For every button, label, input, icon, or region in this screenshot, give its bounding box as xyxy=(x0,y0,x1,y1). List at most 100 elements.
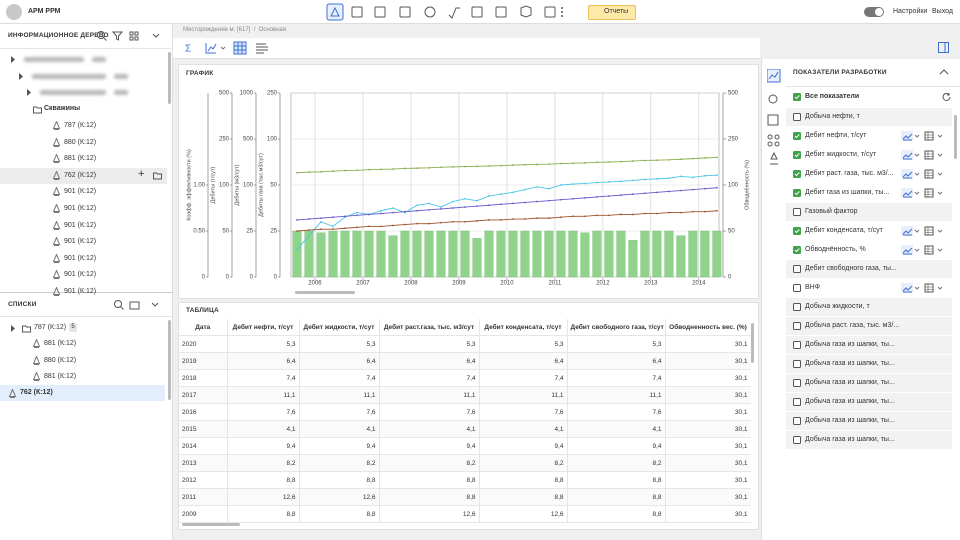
column-header[interactable]: Дебит свободного газа, т/сут xyxy=(567,319,666,336)
indicator-label[interactable]: Добыча газа из шапки, ты... xyxy=(805,436,895,443)
column-header[interactable]: Дебит жидкости, т/сут xyxy=(299,319,380,336)
indicator-controls[interactable] xyxy=(901,188,947,198)
indicator-row[interactable] xyxy=(786,298,952,316)
checkbox[interactable] xyxy=(793,360,801,368)
breadcrumb-item[interactable]: Основная xyxy=(258,27,287,33)
indicator-row[interactable] xyxy=(786,374,952,392)
checkbox[interactable] xyxy=(793,113,801,121)
tree-folder[interactable]: Скважины xyxy=(44,105,81,112)
indicator-label[interactable]: Добыча жидкости, т xyxy=(805,303,870,310)
indicator-controls[interactable] xyxy=(901,245,947,255)
tree-well[interactable]: 901 (К:12) xyxy=(64,254,97,262)
tree-well[interactable]: 901 (К:12) xyxy=(64,288,97,295)
tree-row-selected[interactable] xyxy=(0,167,167,184)
checkbox[interactable] xyxy=(793,322,801,330)
scrollbar[interactable] xyxy=(954,115,957,159)
indicator-row[interactable] xyxy=(786,317,952,335)
checkbox[interactable] xyxy=(793,436,801,444)
column-header[interactable]: Дата xyxy=(179,319,228,336)
indicator-controls[interactable] xyxy=(901,283,947,293)
indicator-controls[interactable] xyxy=(901,150,947,160)
indicator-label[interactable]: Добыча газа из шапки, ты... xyxy=(805,360,895,367)
lists-actions[interactable] xyxy=(112,299,167,311)
collapse[interactable] xyxy=(939,68,949,76)
tree-well[interactable]: 787 (К:12) xyxy=(64,122,97,129)
tree-well[interactable]: 901 (К:12) xyxy=(64,271,97,279)
indicator-controls[interactable] xyxy=(901,131,947,141)
indicator-label[interactable]: Дебит свободного газа, ты... xyxy=(805,265,897,272)
indicator-label[interactable]: Добыча газа из шапки, ты... xyxy=(805,341,895,348)
list-item[interactable]: 881 (К:12) xyxy=(44,340,77,347)
tree-actions[interactable] xyxy=(95,30,165,42)
add-button[interactable]: + xyxy=(138,167,145,180)
scrollbar[interactable] xyxy=(182,523,240,526)
checkbox[interactable] xyxy=(793,151,801,159)
checkbox[interactable] xyxy=(793,227,801,235)
list-row-selected[interactable] xyxy=(0,385,165,401)
indicator-row[interactable] xyxy=(786,336,952,354)
indicator-label[interactable]: Дебит нефти, т/сут xyxy=(805,132,867,139)
indicator-label[interactable]: Добыча раст. газа, тыс. м3/... xyxy=(805,322,900,329)
list-item[interactable]: 880 (К:12) xyxy=(44,356,77,364)
checkbox[interactable] xyxy=(793,341,801,349)
breadcrumb-item[interactable]: Месторождение м. [617] xyxy=(183,27,251,33)
logout-link[interactable]: Выход xyxy=(932,8,953,15)
indicator-label[interactable]: Обводнённость, % xyxy=(805,246,866,253)
indicator-row[interactable] xyxy=(786,431,952,449)
indicator-row[interactable] xyxy=(786,355,952,373)
tree-well[interactable]: 901 (К:12) xyxy=(64,205,97,212)
indicator-label[interactable]: Дебит конденсата, т/сут xyxy=(805,227,883,234)
toggle[interactable] xyxy=(864,7,884,17)
indicator-row[interactable] xyxy=(786,412,952,430)
column-header[interactable]: Дебит нефти, т/сут xyxy=(227,319,300,336)
checkbox[interactable] xyxy=(793,417,801,425)
list-selected[interactable]: 762 (К:12) xyxy=(20,389,53,396)
list-group[interactable]: 787 (К:12) xyxy=(34,324,67,331)
column-header[interactable]: Обводненность вес. (%) xyxy=(665,319,751,336)
panel-toggle[interactable] xyxy=(938,42,950,54)
checkbox[interactable] xyxy=(793,284,801,292)
scrollbar[interactable] xyxy=(168,52,171,104)
indicator-controls[interactable] xyxy=(901,169,947,179)
checkbox[interactable] xyxy=(793,379,801,387)
settings-link[interactable]: Настройки xyxy=(893,8,928,15)
indicator-label[interactable]: Газовый фактор xyxy=(805,208,858,215)
indicator-controls[interactable] xyxy=(901,226,947,236)
checkbox[interactable] xyxy=(793,208,801,216)
checkbox[interactable] xyxy=(793,132,801,140)
column-header[interactable]: Дебит конденсата, т/сут xyxy=(479,319,568,336)
strip-icons[interactable] xyxy=(767,69,781,179)
view-icons[interactable]: Σ xyxy=(181,41,281,55)
checkbox[interactable] xyxy=(793,93,801,101)
indicator-row[interactable] xyxy=(786,393,952,411)
indicator-label[interactable]: Дебит газа из шапки, ты... xyxy=(805,189,890,196)
all-indicators[interactable]: Все показатели xyxy=(805,93,860,100)
checkbox[interactable] xyxy=(793,170,801,178)
tree-well[interactable]: 901 (К:12) xyxy=(64,221,97,229)
checkbox[interactable] xyxy=(793,303,801,311)
indicator-row[interactable] xyxy=(786,203,952,221)
indicator-label[interactable]: ВНФ xyxy=(805,284,821,291)
tree-well[interactable]: 762 (К:12) xyxy=(64,171,97,179)
tree-well[interactable]: 881 (К:12) xyxy=(64,155,97,163)
refresh[interactable] xyxy=(942,92,952,102)
column-header[interactable]: Дебит раст.газа, тыс. м3/сут xyxy=(379,319,480,336)
tree-well[interactable]: 880 (К:12) xyxy=(64,138,97,146)
checkbox[interactable] xyxy=(793,246,801,254)
tree-well[interactable]: 901 (К:12) xyxy=(64,188,97,196)
indicator-row[interactable] xyxy=(786,260,952,278)
indicator-label[interactable]: Добыча газа из шапки, ты... xyxy=(805,379,895,386)
scrollbar[interactable] xyxy=(168,320,171,400)
indicator-row[interactable] xyxy=(786,108,952,126)
toolbar-icons[interactable] xyxy=(322,3,572,21)
indicator-label[interactable]: Добыча нефти, т xyxy=(805,113,860,120)
indicator-label[interactable]: Добыча газа из шапки, ты... xyxy=(805,398,895,405)
checkbox[interactable] xyxy=(793,265,801,273)
tree-well[interactable]: 901 (К:12) xyxy=(64,238,97,246)
indicator-label[interactable]: Дебит раст. газа, тыс. м3/... xyxy=(805,170,894,177)
scrollbar[interactable] xyxy=(751,323,754,363)
checkbox[interactable] xyxy=(793,398,801,406)
checkbox[interactable] xyxy=(793,189,801,197)
reports-button[interactable]: Отчеты xyxy=(588,5,636,20)
indicator-label[interactable]: Дебит жидкости, т/сут xyxy=(805,151,877,158)
